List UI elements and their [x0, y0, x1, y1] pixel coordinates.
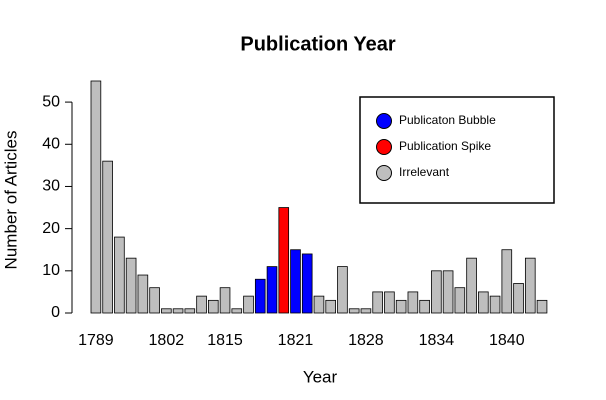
bar: [536, 299, 548, 314]
bar: [207, 299, 219, 314]
y-tick-label: 30: [42, 178, 60, 195]
y-tick-label: 0: [51, 304, 60, 321]
x-tick-label: 1815: [207, 332, 243, 349]
bar: [348, 308, 360, 314]
bar: [161, 308, 172, 314]
legend-swatch: [376, 113, 392, 129]
bar: [172, 308, 184, 314]
legend-swatch: [376, 139, 392, 155]
x-tick-label: 1802: [149, 332, 185, 349]
bar: [454, 287, 466, 314]
bar: [395, 299, 407, 314]
bar: [125, 257, 137, 314]
bar: [513, 283, 524, 314]
bar: [278, 207, 290, 314]
x-tick-label: 1840: [489, 332, 525, 349]
bar: [372, 291, 383, 314]
x-tick-label: 1834: [419, 332, 455, 349]
bar: [489, 295, 501, 314]
y-tick-label: 50: [42, 93, 60, 110]
bar: [478, 291, 489, 314]
bar: [419, 299, 430, 314]
bar: [466, 257, 477, 314]
bar: [219, 287, 231, 314]
legend-swatch: [376, 165, 392, 181]
x-tick-label: 1828: [348, 332, 384, 349]
y-tick-label: 10: [42, 262, 60, 279]
bar: [184, 308, 196, 314]
legend-label: Publicaton Bubble: [399, 113, 496, 127]
bar: [407, 291, 419, 314]
bar: [360, 308, 372, 314]
y-axis-label: Number of Articles: [1, 131, 20, 270]
x-tick-label: 1789: [78, 332, 114, 349]
bar: [442, 270, 454, 314]
legend-label: Irrelevant: [399, 165, 450, 179]
bar: [384, 291, 395, 314]
bar: [137, 274, 149, 314]
bar: [290, 249, 301, 314]
bar: [266, 266, 278, 314]
y-tick-label: 40: [42, 135, 60, 152]
bar: [196, 295, 207, 314]
bar: [149, 287, 160, 314]
bar: [313, 295, 325, 314]
chart-title: Publication Year: [240, 33, 395, 55]
bar: [243, 295, 254, 314]
bar: [325, 299, 336, 314]
bar: [231, 308, 243, 314]
bar: [301, 253, 313, 314]
legend-label: Publication Spike: [399, 139, 491, 153]
x-tick-label: 1821: [278, 332, 314, 349]
legend-box: [359, 96, 555, 204]
bar: [501, 249, 513, 314]
bar: [114, 236, 125, 314]
bar: [102, 160, 113, 314]
y-tick-label: 20: [42, 220, 60, 237]
bar: [254, 278, 266, 314]
bar: [431, 270, 442, 314]
x-axis-label: Year: [303, 367, 338, 386]
bar: [524, 257, 536, 314]
bar: [337, 266, 348, 314]
bar: [90, 80, 102, 314]
